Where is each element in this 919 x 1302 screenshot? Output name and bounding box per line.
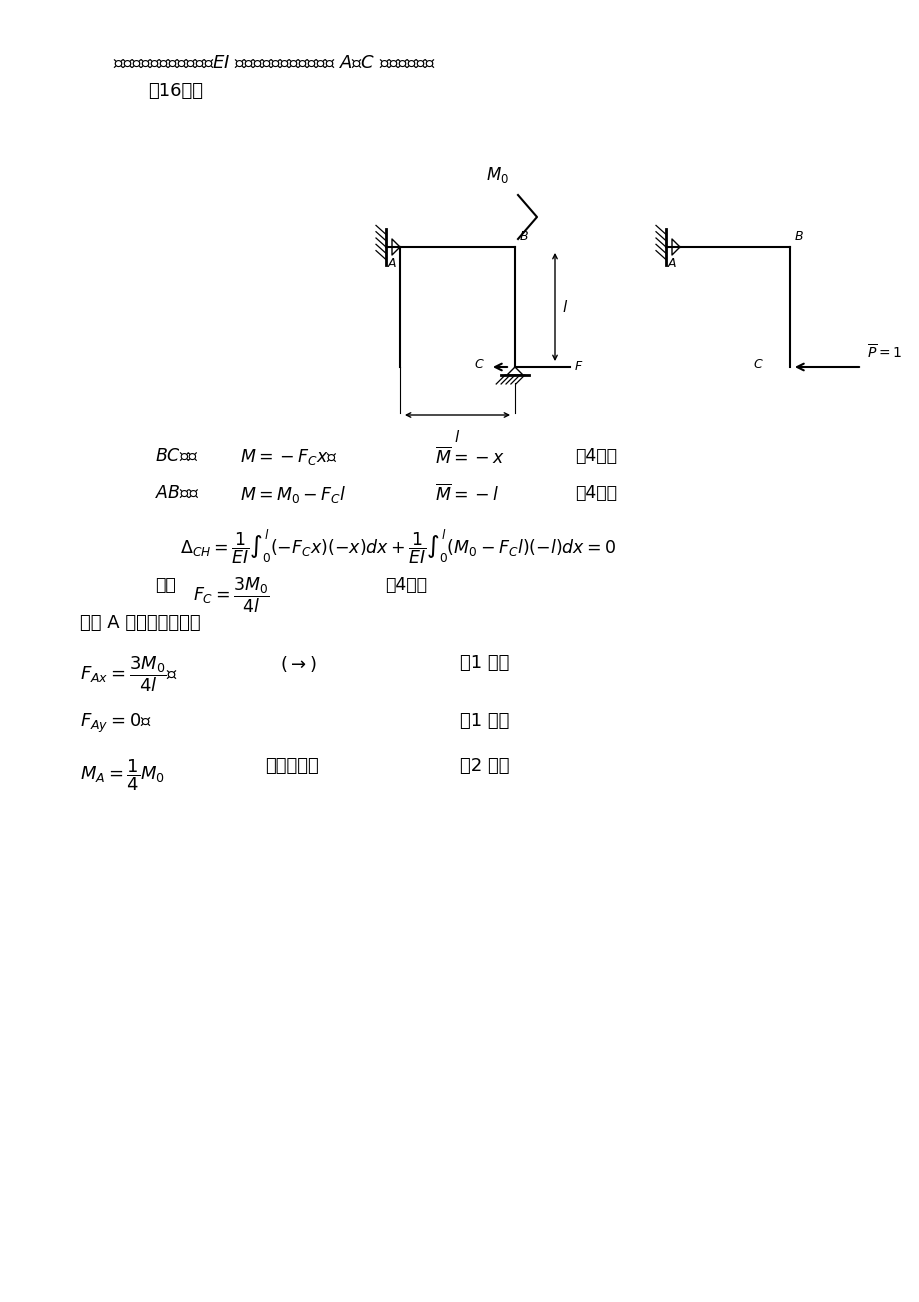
Text: （2 分）: （2 分）	[460, 756, 509, 775]
Text: $F_C = \dfrac{3M_0}{4l}$: $F_C = \dfrac{3M_0}{4l}$	[193, 575, 269, 616]
Text: $\overline{M} = -l$: $\overline{M} = -l$	[435, 484, 499, 505]
Text: $B$: $B$	[518, 230, 528, 243]
Text: $F_{Ay} = 0$；: $F_{Ay} = 0$；	[80, 712, 152, 736]
Text: $\overline{M} = -x$: $\overline{M} = -x$	[435, 447, 505, 469]
Text: $l$: $l$	[562, 299, 568, 315]
Text: $BC$段：: $BC$段：	[154, 447, 199, 465]
Text: $C$: $C$	[753, 358, 763, 371]
Text: $A$: $A$	[666, 256, 676, 270]
Text: （16分）: （16分）	[148, 82, 203, 100]
Text: （顺时针）: （顺时针）	[265, 756, 318, 775]
Text: $M = -F_C x$，: $M = -F_C x$，	[240, 447, 337, 467]
Text: （4分）: （4分）	[574, 447, 617, 465]
Text: $C$: $C$	[474, 358, 484, 371]
Text: $\Delta_{CH} = \dfrac{1}{EI}\int_0^l(-F_C x)(-x)dx + \dfrac{1}{EI}\int_0^l(M_0 -: $\Delta_{CH} = \dfrac{1}{EI}\int_0^l(-F_…	[180, 529, 616, 568]
Text: $M_A = \dfrac{1}{4}M_0$: $M_A = \dfrac{1}{4}M_0$	[80, 756, 165, 793]
Text: （4分）: （4分）	[384, 575, 426, 594]
Text: 支座 A 处的约束反力：: 支座 A 处的约束反力：	[80, 615, 200, 631]
Text: $A$: $A$	[386, 256, 397, 270]
Text: $M = M_0 - F_C l$: $M = M_0 - F_C l$	[240, 484, 346, 505]
Text: $F$: $F$	[573, 361, 583, 374]
Text: $l$: $l$	[454, 428, 460, 445]
Text: $(\rightarrow)$: $(\rightarrow)$	[279, 654, 316, 674]
Text: 三、平面刚架如图所示，$EI$ 为常量，试用能量法求出 $A$、$C$ 处的约束力。: 三、平面刚架如图所示，$EI$ 为常量，试用能量法求出 $A$、$C$ 处的约束…	[113, 53, 435, 72]
Text: 得：: 得：	[154, 575, 176, 594]
Text: （1 分）: （1 分）	[460, 654, 509, 672]
Text: （4分）: （4分）	[574, 484, 617, 503]
Text: $F_{Ax} = \dfrac{3M_0}{4l}$；: $F_{Ax} = \dfrac{3M_0}{4l}$；	[80, 654, 178, 694]
Text: $AB$段：: $AB$段：	[154, 484, 199, 503]
Text: $\overline{P}=1$: $\overline{P}=1$	[866, 344, 901, 362]
Text: $M_0$: $M_0$	[485, 165, 508, 185]
Text: $B$: $B$	[793, 230, 803, 243]
Text: （1 分）: （1 分）	[460, 712, 509, 730]
